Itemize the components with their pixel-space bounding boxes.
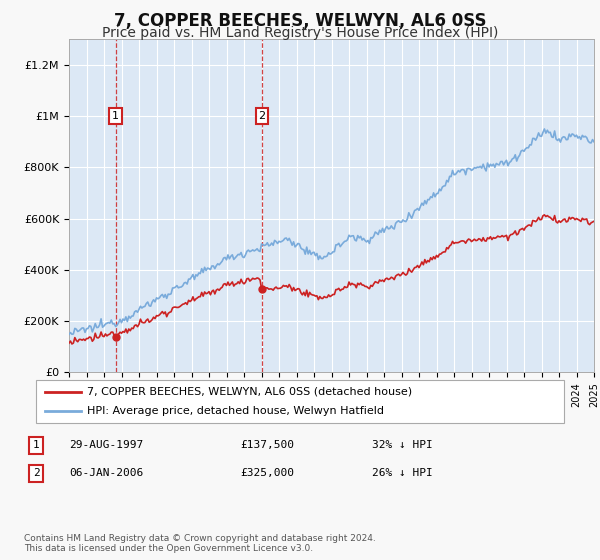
Text: 26% ↓ HPI: 26% ↓ HPI bbox=[372, 468, 433, 478]
Text: £325,000: £325,000 bbox=[240, 468, 294, 478]
Text: 1: 1 bbox=[112, 111, 119, 121]
Text: 32% ↓ HPI: 32% ↓ HPI bbox=[372, 440, 433, 450]
Text: 2: 2 bbox=[32, 468, 40, 478]
Text: 7, COPPER BEECHES, WELWYN, AL6 0SS: 7, COPPER BEECHES, WELWYN, AL6 0SS bbox=[114, 12, 486, 30]
Text: HPI: Average price, detached house, Welwyn Hatfield: HPI: Average price, detached house, Welw… bbox=[87, 406, 384, 416]
Text: £137,500: £137,500 bbox=[240, 440, 294, 450]
Text: 7, COPPER BEECHES, WELWYN, AL6 0SS (detached house): 7, COPPER BEECHES, WELWYN, AL6 0SS (deta… bbox=[87, 387, 412, 396]
Text: Price paid vs. HM Land Registry's House Price Index (HPI): Price paid vs. HM Land Registry's House … bbox=[102, 26, 498, 40]
Text: 2: 2 bbox=[258, 111, 265, 121]
Text: Contains HM Land Registry data © Crown copyright and database right 2024.
This d: Contains HM Land Registry data © Crown c… bbox=[24, 534, 376, 553]
Text: 1: 1 bbox=[32, 440, 40, 450]
Text: 29-AUG-1997: 29-AUG-1997 bbox=[69, 440, 143, 450]
Text: 06-JAN-2006: 06-JAN-2006 bbox=[69, 468, 143, 478]
